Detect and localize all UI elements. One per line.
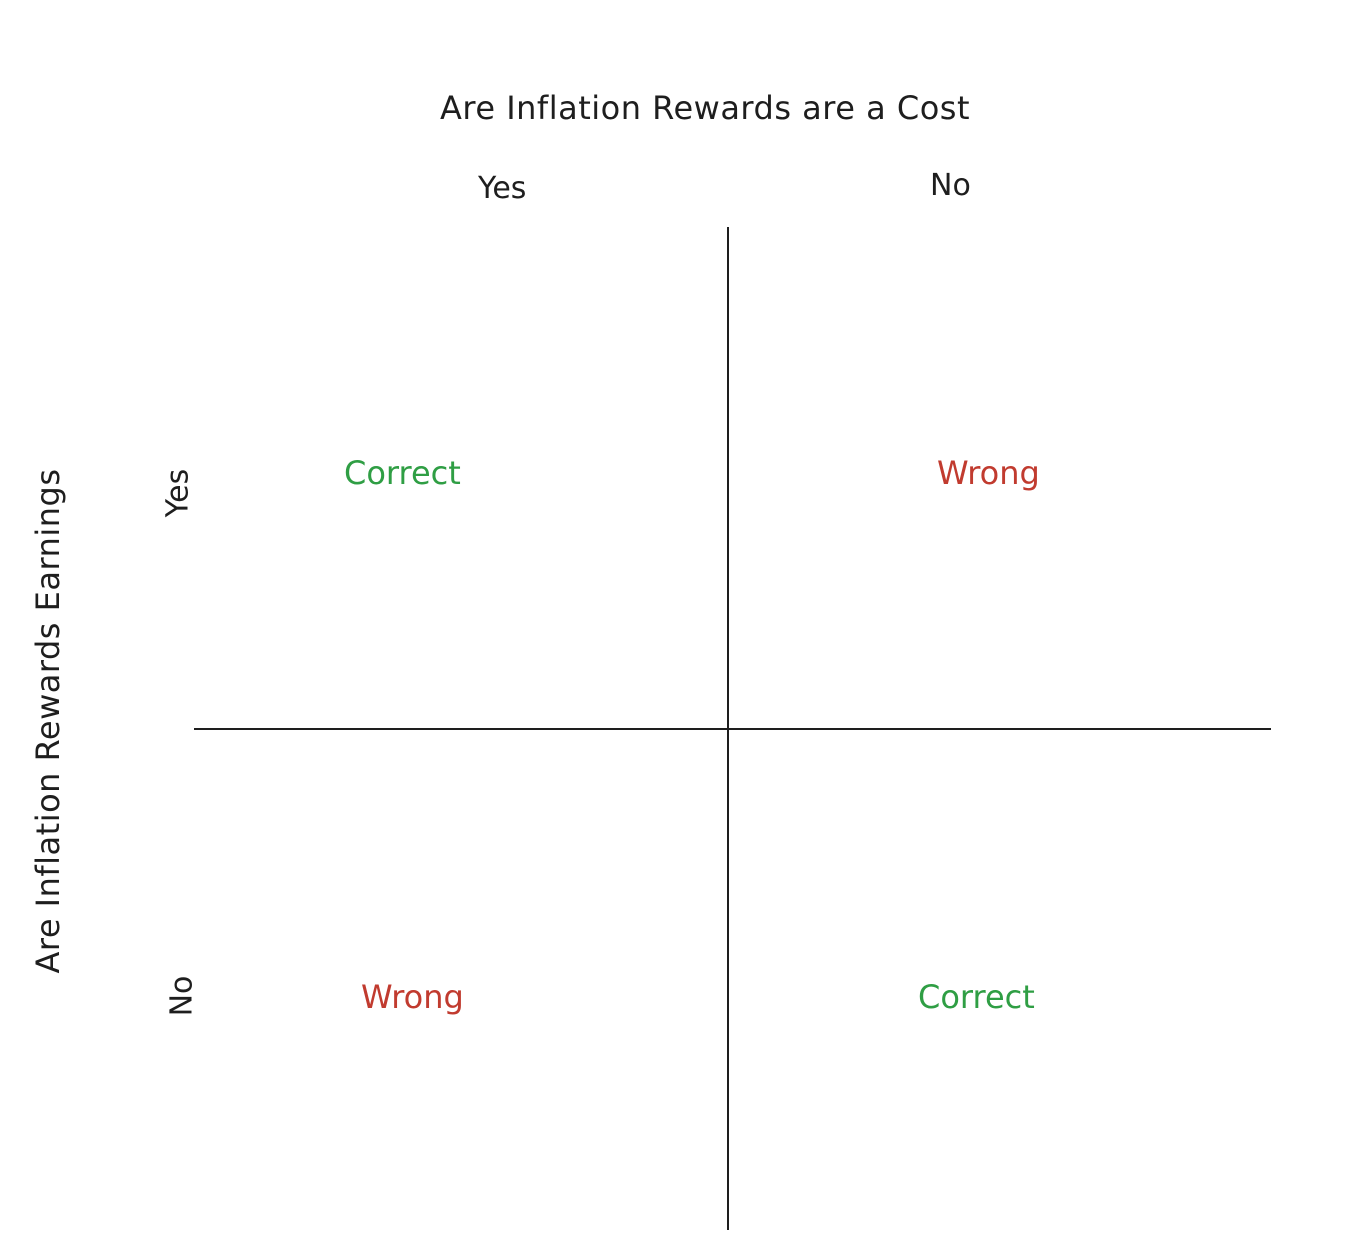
row-label-yes: Yes <box>160 468 196 518</box>
column-label-no: No <box>930 168 971 203</box>
column-label-yes: Yes <box>478 171 527 206</box>
row-label-no: No <box>164 975 200 1017</box>
row-axis-title: Are Inflation Rewards Earnings <box>29 468 67 974</box>
cell-top-left: Correct <box>344 454 461 492</box>
column-axis-title: Are Inflation Rewards are a Cost <box>440 89 971 127</box>
cell-top-right: Wrong <box>937 454 1040 492</box>
cell-bottom-left: Wrong <box>361 978 464 1016</box>
cell-bottom-right: Correct <box>918 978 1035 1016</box>
horizontal-divider-line <box>194 728 1271 730</box>
